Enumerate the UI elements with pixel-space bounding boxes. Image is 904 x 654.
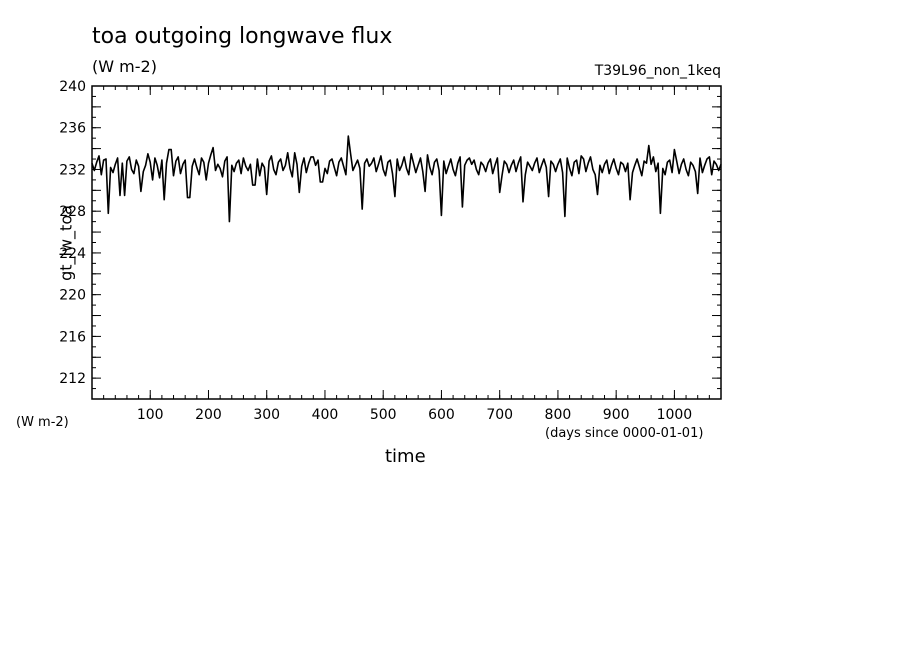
x-tick-label: 400 [312,407,339,423]
x-tick-label: 600 [428,407,455,423]
y-tick-label: 216 [59,329,86,345]
x-tick-label: 900 [603,407,630,423]
x-tick-label: 300 [253,407,280,423]
axis-ticks [92,86,721,399]
y-tick-label: 240 [59,79,86,95]
series-line-0 [91,135,722,223]
series-group [91,135,722,223]
tick-labels: 100 200 300 400 500 600 700 800 900 1000 212 216 220… [59,79,692,423]
x-tick-label: 500 [370,407,397,423]
chart-title: toa outgoing longwave flux [92,24,393,49]
x-tick-label: 100 [137,407,164,423]
units-label-left: (W m-2) [16,415,69,430]
units-label-top: (W m-2) [92,57,157,76]
y-tick-label: 232 [59,162,86,178]
x-tick-label: 700 [486,407,513,423]
y-tick-label: 212 [59,371,86,387]
x-axis-label: time [385,446,426,467]
y-tick-label: 228 [59,204,86,220]
x-tick-label: 200 [195,407,222,423]
time-units-label: (days since 0000-01-01) [545,426,704,441]
x-tick-label: 1000 [657,407,693,423]
y-tick-label: 220 [59,288,86,304]
y-tick-label: 236 [59,121,86,137]
y-tick-label: 224 [59,246,86,262]
run-label: T39L96_non_1keq [594,63,721,79]
x-tick-label: 800 [545,407,572,423]
plot-frame [91,85,722,400]
